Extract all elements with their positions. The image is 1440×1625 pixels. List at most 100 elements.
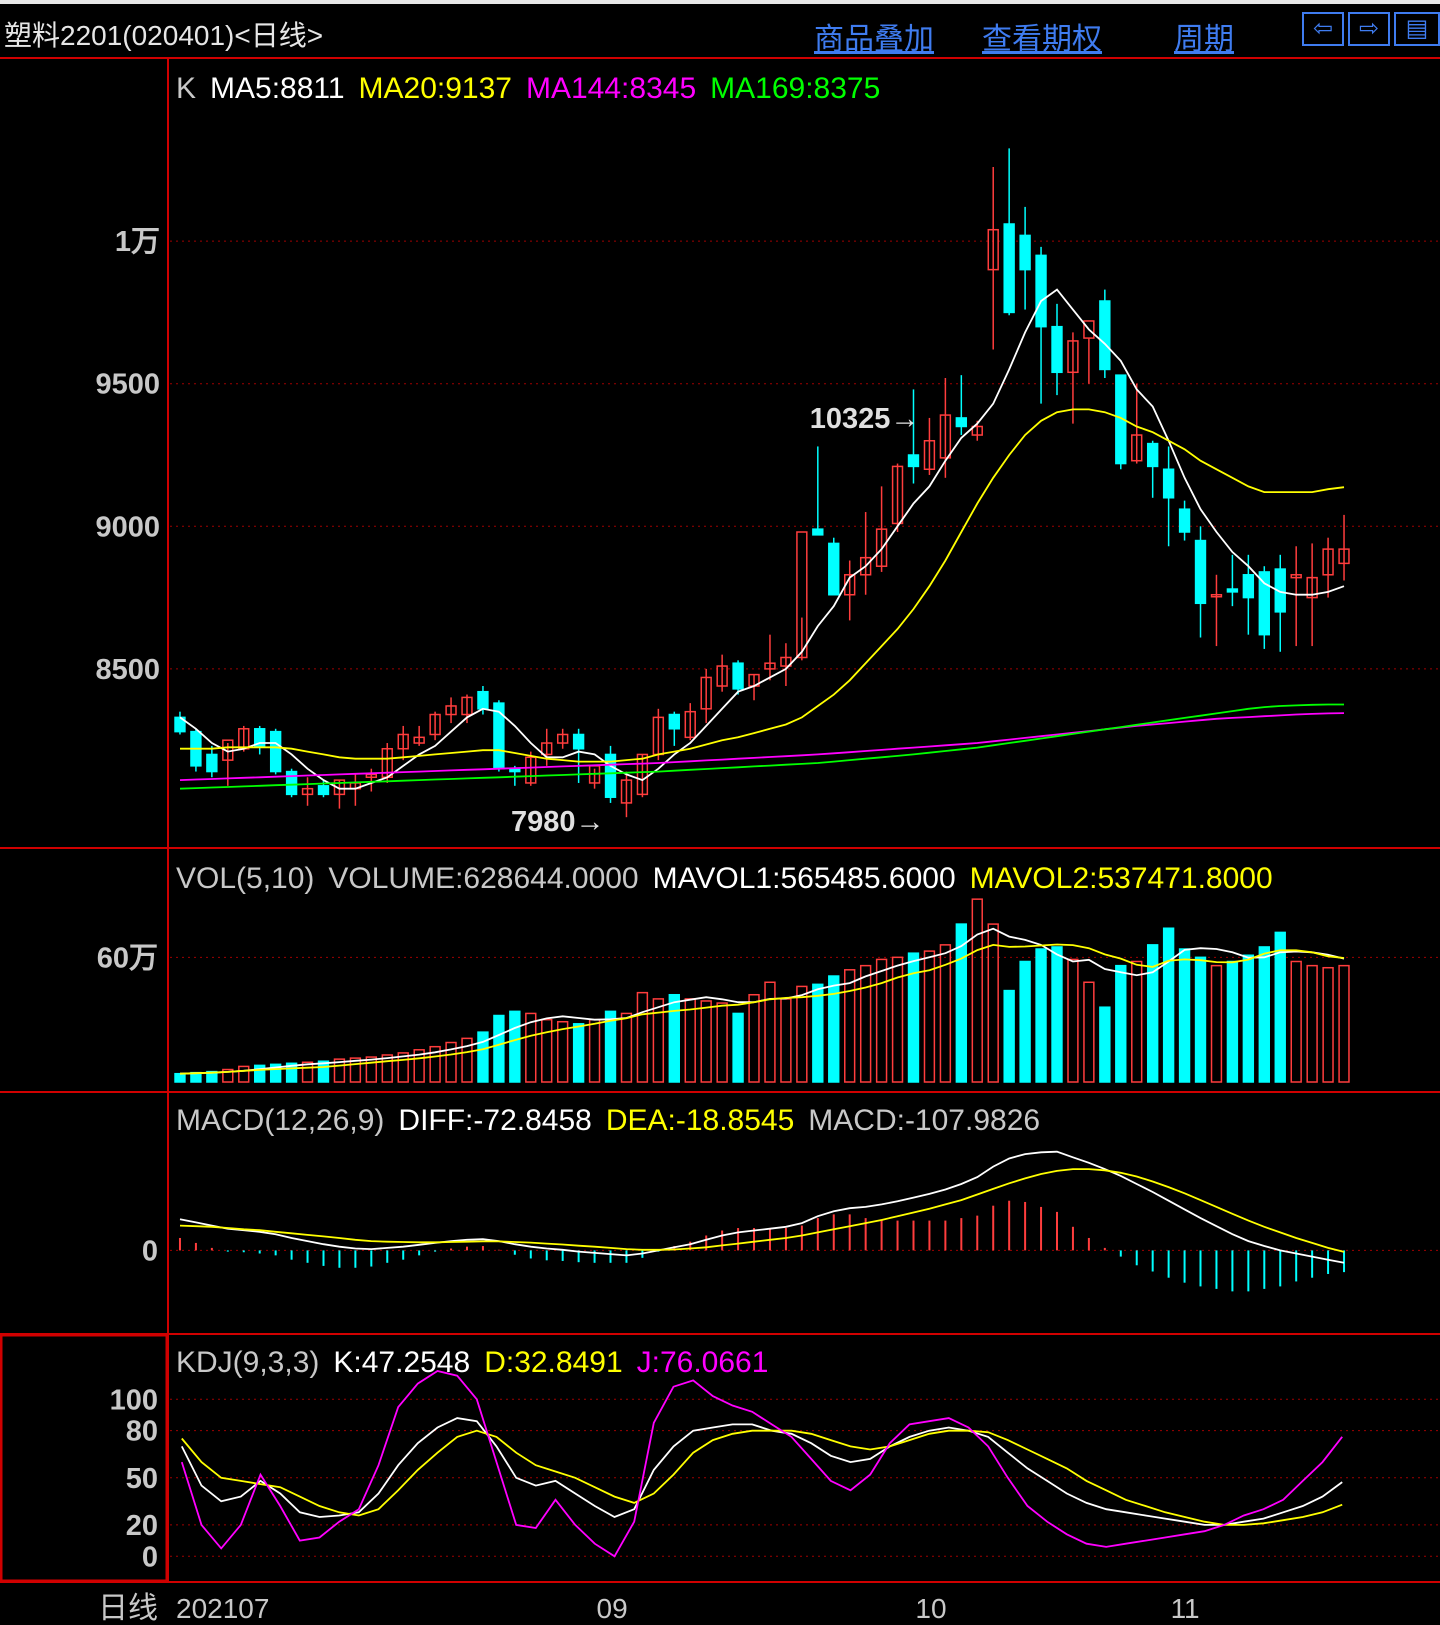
volume-bar — [477, 1031, 489, 1083]
volume-bar — [1306, 964, 1318, 1083]
volume-bar — [285, 1062, 298, 1083]
volume-bar — [668, 993, 680, 1083]
kline-y-tick-label: 9000 — [95, 511, 160, 543]
candle-body — [1083, 320, 1095, 339]
candle-body — [333, 779, 346, 796]
volume-bar — [349, 1057, 362, 1083]
volume-bar — [365, 1056, 378, 1083]
kdj-legend-3: J:76.0661 — [637, 1346, 769, 1379]
candle-body — [445, 705, 457, 716]
candle-body — [859, 556, 872, 576]
candle-body — [1019, 234, 1031, 271]
macd-legend-0: MACD(12,26,9) — [176, 1104, 384, 1137]
candle-body — [541, 742, 553, 756]
volume-bar — [1162, 927, 1175, 1083]
candle-body — [1162, 468, 1175, 499]
volume-bar — [317, 1060, 330, 1083]
candle-body — [1274, 568, 1286, 613]
volume-bar — [509, 1010, 521, 1083]
kline-y-tick-label: 9500 — [95, 369, 160, 401]
candle-body — [317, 785, 330, 796]
volume-bar — [206, 1070, 218, 1083]
volume-bar — [891, 956, 904, 1083]
kdj-d-line — [181, 1429, 1343, 1526]
candle-body — [1242, 574, 1255, 599]
kdj-y-tick-label: 20 — [126, 1510, 158, 1542]
candle-body — [828, 542, 840, 596]
candle-body — [572, 733, 585, 750]
volume-bar — [923, 950, 936, 1083]
candle-body — [1210, 593, 1223, 598]
candle-body — [1290, 574, 1302, 579]
volume-bar — [1035, 948, 1047, 1083]
candle-body — [1003, 223, 1015, 314]
volume-bar — [588, 1018, 601, 1083]
right-arrow-icon[interactable]: ⇨ — [1348, 12, 1390, 46]
volume-bar — [716, 1002, 728, 1083]
kline-legend-0: K — [176, 72, 196, 105]
candle-body — [620, 779, 633, 804]
x-axis-label: 202107 — [176, 1593, 269, 1624]
volume-bar — [333, 1058, 346, 1083]
volume-bar — [1274, 931, 1286, 1083]
low-price-label: 7980→ — [511, 806, 605, 838]
mavol2-line — [179, 943, 1345, 1075]
candle-body — [1194, 539, 1207, 605]
x-axis-label: 11 — [1171, 1593, 1200, 1624]
candle-body — [1146, 442, 1159, 468]
candle-body — [716, 665, 728, 687]
volume-legend-2: MAVOL1:565485.6000 — [653, 862, 956, 895]
volume-bar — [907, 952, 920, 1083]
volume-bar — [1242, 954, 1255, 1083]
volume-bar — [636, 991, 649, 1083]
volume-bar — [732, 1012, 744, 1083]
volume-bar — [1258, 946, 1270, 1083]
candle-body — [1322, 548, 1334, 576]
window-title: 塑料2201(020401)<日线> — [4, 20, 324, 51]
volume-legend-3: MAVOL2:537471.8000 — [970, 862, 1273, 895]
volume-bar — [828, 975, 840, 1083]
volume-bar — [1290, 960, 1302, 1083]
volume-bar — [764, 981, 776, 1083]
candle-body — [939, 414, 952, 459]
view-options-link[interactable]: 查看期权 — [982, 23, 1102, 56]
left-arrow-icon[interactable]: ⇦ — [1302, 12, 1344, 46]
volume-bar — [525, 1012, 537, 1083]
candle-body — [1051, 325, 1063, 374]
candle-body — [764, 662, 776, 670]
ma20-line — [180, 408, 1345, 763]
candle-body — [301, 787, 314, 796]
candle-body — [700, 676, 712, 710]
volume-bar — [397, 1052, 409, 1083]
volume-bar — [1115, 964, 1127, 1083]
candle-body — [812, 528, 824, 536]
volume-bar — [1067, 958, 1079, 1083]
candle-body — [477, 690, 489, 710]
volume-legend-1: VOLUME:628644.0000 — [328, 862, 638, 895]
candle-body — [556, 733, 569, 744]
period-link[interactable]: 周期 — [1174, 23, 1234, 56]
volume-bar — [620, 1012, 633, 1083]
volume-bar — [955, 923, 968, 1083]
grid-icon[interactable]: ▤ — [1394, 12, 1440, 46]
candle-body — [254, 728, 266, 747]
macd-diff-line — [179, 1150, 1345, 1264]
candle-body — [955, 417, 968, 428]
period-label: 日线 — [98, 1592, 158, 1625]
kline-legend-4: MA169:8375 — [710, 72, 880, 105]
kdj-legend-0: KDJ(9,3,3) — [176, 1346, 319, 1379]
kline-legend-3: MA144:8345 — [526, 72, 696, 105]
candle-body — [891, 465, 904, 525]
volume-bar — [700, 1000, 712, 1083]
volume-bar — [604, 1010, 617, 1083]
title-bar: 塑料2201(020401)<日线> 商品叠加 查看期权 周期 ⇦ ⇨ ▤ — [0, 0, 1440, 58]
volume-bar — [1083, 981, 1095, 1083]
volume-bar — [1131, 960, 1143, 1083]
candle-body — [429, 713, 441, 736]
kdj-k-line — [180, 1417, 1343, 1526]
candle-body — [684, 710, 696, 739]
candle-body — [923, 439, 936, 471]
volume-bar — [254, 1064, 266, 1083]
commodity-overlay-link[interactable]: 商品叠加 — [814, 23, 934, 56]
volume-bar — [1146, 944, 1159, 1083]
